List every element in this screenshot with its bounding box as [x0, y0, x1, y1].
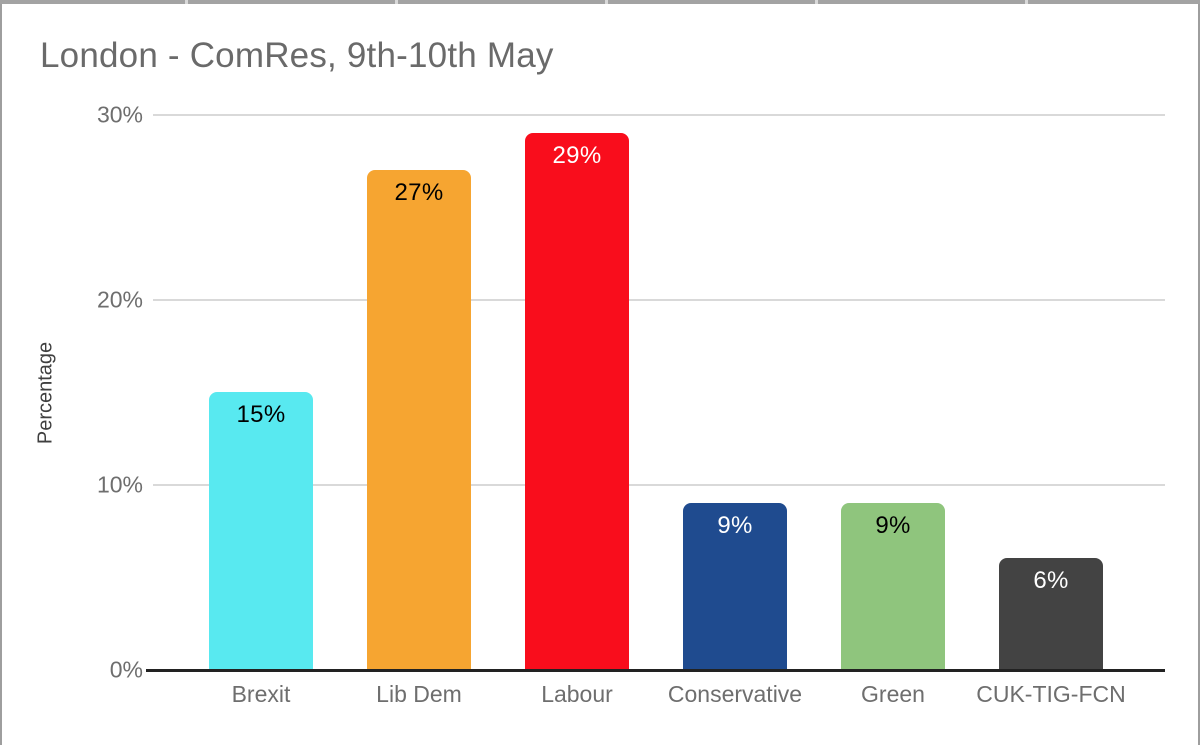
y-tick-label-10%: 10% — [96, 471, 143, 498]
bar-green: 9% — [841, 502, 945, 669]
chart-title: London - ComRes, 9th-10th May — [40, 36, 554, 75]
bar-value-label: 27% — [394, 178, 444, 206]
window-right-edge — [1198, 4, 1200, 745]
bar-cuk-tig-fcn: 6% — [999, 558, 1103, 669]
x-tick-label-green: Green — [861, 681, 925, 707]
y-tick-label-20%: 20% — [96, 286, 143, 313]
y-tick-label-0%: 0% — [109, 656, 143, 683]
bar-brexit: 15% — [209, 391, 313, 669]
y-axis-label: Percentage — [34, 341, 57, 445]
x-tick-label-lib-dem: Lib Dem — [376, 681, 462, 707]
window-left-edge — [0, 4, 2, 745]
x-tick-label-cuk-tig-fcn: CUK-TIG-FCN — [976, 681, 1126, 707]
gridline-20% — [153, 299, 1165, 301]
bar-labour: 29% — [525, 132, 629, 669]
y-tick-label-30%: 30% — [96, 101, 143, 128]
top-edge-tick — [605, 0, 608, 4]
gridline-30% — [153, 114, 1165, 116]
gridline-10% — [153, 484, 1165, 486]
bar-value-label: 29% — [552, 141, 602, 169]
bar-conservative: 9% — [683, 502, 787, 669]
bar-value-label: 15% — [236, 400, 286, 428]
x-tick-label-conservative: Conservative — [667, 681, 803, 707]
bar-value-label: 6% — [1033, 567, 1069, 594]
bar-value-label: 9% — [717, 511, 753, 539]
bar-value-label: 9% — [875, 511, 911, 539]
x-axis-baseline — [146, 669, 1165, 672]
window-top-edge — [0, 0, 1200, 4]
x-tick-label-brexit: Brexit — [231, 681, 291, 707]
top-edge-tick — [185, 0, 188, 4]
top-edge-tick — [1025, 0, 1028, 4]
x-tick-label-labour: Labour — [541, 681, 613, 707]
top-edge-tick — [815, 0, 818, 4]
top-edge-tick — [395, 0, 398, 4]
bar-lib-dem: 27% — [367, 169, 471, 669]
